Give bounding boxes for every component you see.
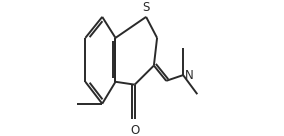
Text: S: S (142, 1, 150, 14)
Text: N: N (184, 69, 193, 82)
Text: O: O (130, 123, 139, 136)
